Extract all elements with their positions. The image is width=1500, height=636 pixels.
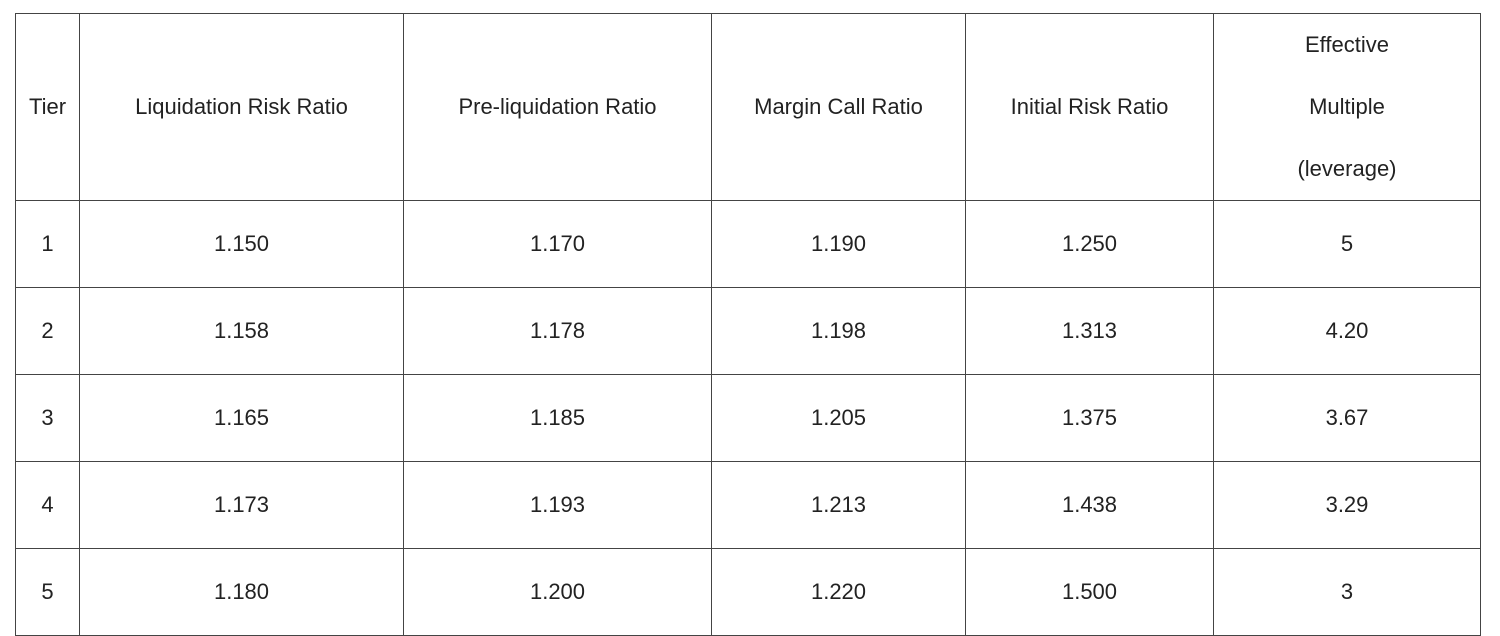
table-cell: 3 <box>15 374 80 462</box>
table-cell: 1.250 <box>965 200 1214 288</box>
table-cell: 4 <box>15 461 80 549</box>
header-cell: Tier <box>15 13 80 201</box>
table-cell: 1.193 <box>403 461 712 549</box>
table-cell: 2 <box>15 287 80 375</box>
table-cell: 1.178 <box>403 287 712 375</box>
table-cell: 1.438 <box>965 461 1214 549</box>
table-cell: 1.200 <box>403 548 712 636</box>
table-cell: 3.67 <box>1213 374 1481 462</box>
header-cell: Effective Multiple (leverage) <box>1213 13 1481 201</box>
table-cell: 1.198 <box>711 287 966 375</box>
table-cell: 1.165 <box>79 374 404 462</box>
header-text: Pre-liquidation Ratio <box>458 94 657 119</box>
table-cell: 1.158 <box>79 287 404 375</box>
table-cell: 1.313 <box>965 287 1214 375</box>
table-cell: 5 <box>15 548 80 636</box>
table-body: 1 1.150 1.170 1.190 1.250 5 2 1.158 1.178 1.198 1.… <box>15 200 1481 636</box>
table-cell: 4.20 <box>1213 287 1481 375</box>
table-cell: 1.213 <box>711 461 966 549</box>
header-cell: Margin Call Ratio <box>711 13 966 201</box>
table-cell: 3.29 <box>1213 461 1481 549</box>
table-cell: 3 <box>1213 548 1481 636</box>
header-text: Initial Risk Ratio <box>1010 94 1169 119</box>
table-cell: 1.500 <box>965 548 1214 636</box>
header-text: Margin Call Ratio <box>754 94 923 119</box>
table-cell: 1.180 <box>79 548 404 636</box>
table-row: 1 1.150 1.170 1.190 1.250 5 <box>15 200 1481 288</box>
header-text: Effective Multiple (leverage) <box>1297 32 1397 181</box>
table-cell: 1.190 <box>711 200 966 288</box>
header-row: Tier Liquidation Risk Ratio Pre-liquidatio… <box>15 13 1481 201</box>
header-cell: Liquidation Risk Ratio <box>79 13 404 201</box>
tier-table: Tier Liquidation Risk Ratio Pre-liquidatio… <box>15 13 1481 636</box>
table-cell: 1.375 <box>965 374 1214 462</box>
header-text: Liquidation Risk Ratio <box>135 94 348 119</box>
header-cell: Initial Risk Ratio <box>965 13 1214 201</box>
table-row: 4 1.173 1.193 1.213 1.438 3.29 <box>15 461 1481 549</box>
page: Tier Liquidation Risk Ratio Pre-liquidatio… <box>15 13 1481 636</box>
table-cell: 1.150 <box>79 200 404 288</box>
table-cell: 1.173 <box>79 461 404 549</box>
table-cell: 1.170 <box>403 200 712 288</box>
table-cell: 1.205 <box>711 374 966 462</box>
header-text: Tier <box>28 94 67 119</box>
table-cell: 5 <box>1213 200 1481 288</box>
table-row: 3 1.165 1.185 1.205 1.375 3.67 <box>15 374 1481 462</box>
table-cell: 1.220 <box>711 548 966 636</box>
header-cell: Pre-liquidation Ratio <box>403 13 712 201</box>
table-row: 5 1.180 1.200 1.220 1.500 3 <box>15 548 1481 636</box>
table-row: 2 1.158 1.178 1.198 1.313 4.20 <box>15 287 1481 375</box>
table-cell: 1 <box>15 200 80 288</box>
table-cell: 1.185 <box>403 374 712 462</box>
